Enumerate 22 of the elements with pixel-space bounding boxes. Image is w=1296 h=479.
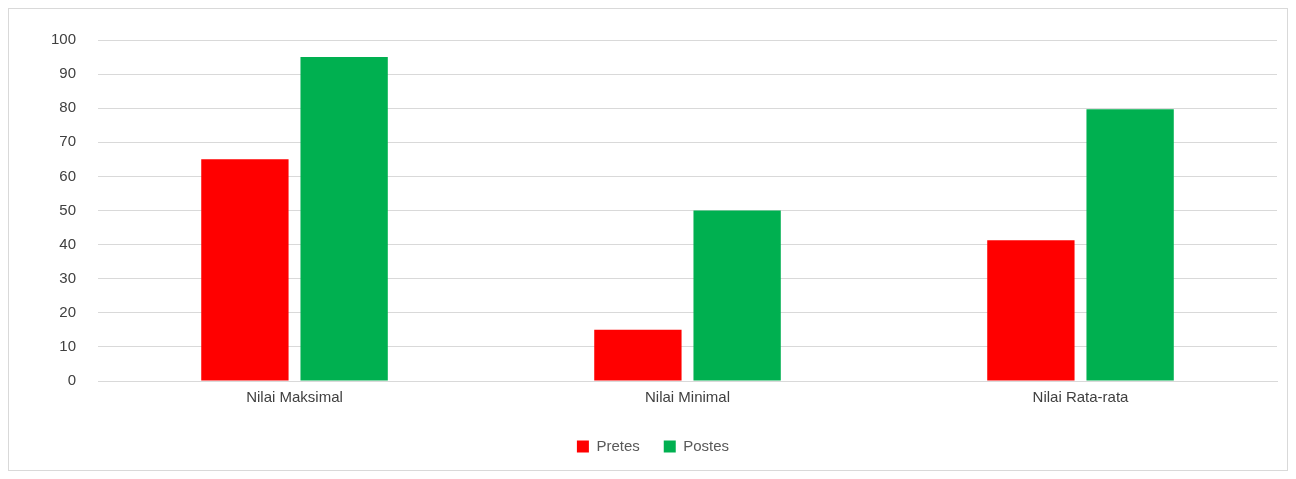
y-tick-label: 10 — [59, 337, 77, 355]
y-tick-label: 80 — [59, 98, 77, 116]
y-tick-label: 40 — [59, 234, 77, 252]
y-tick-label: 100 — [51, 30, 77, 48]
y-tick-label: 60 — [59, 166, 77, 184]
bar — [300, 57, 388, 381]
legend-label: Postes — [683, 436, 730, 454]
y-tick-label: 90 — [59, 64, 77, 82]
x-tick-label: Nilai Minimal — [645, 388, 731, 406]
bar — [594, 329, 682, 381]
y-tick-label: 0 — [67, 371, 77, 389]
legend-label: Pretes — [596, 436, 640, 454]
bar — [987, 240, 1075, 381]
y-tick-label: 20 — [59, 302, 77, 320]
x-tick-label: Nilai Rata-rata — [1032, 388, 1130, 406]
bar — [693, 210, 781, 381]
y-tick-label: 50 — [59, 200, 77, 218]
y-tick-label: 70 — [59, 132, 77, 150]
bar — [1086, 109, 1174, 381]
y-tick-label: 30 — [59, 268, 77, 286]
bar — [201, 159, 289, 381]
x-tick-label: Nilai Maksimal — [246, 388, 343, 406]
